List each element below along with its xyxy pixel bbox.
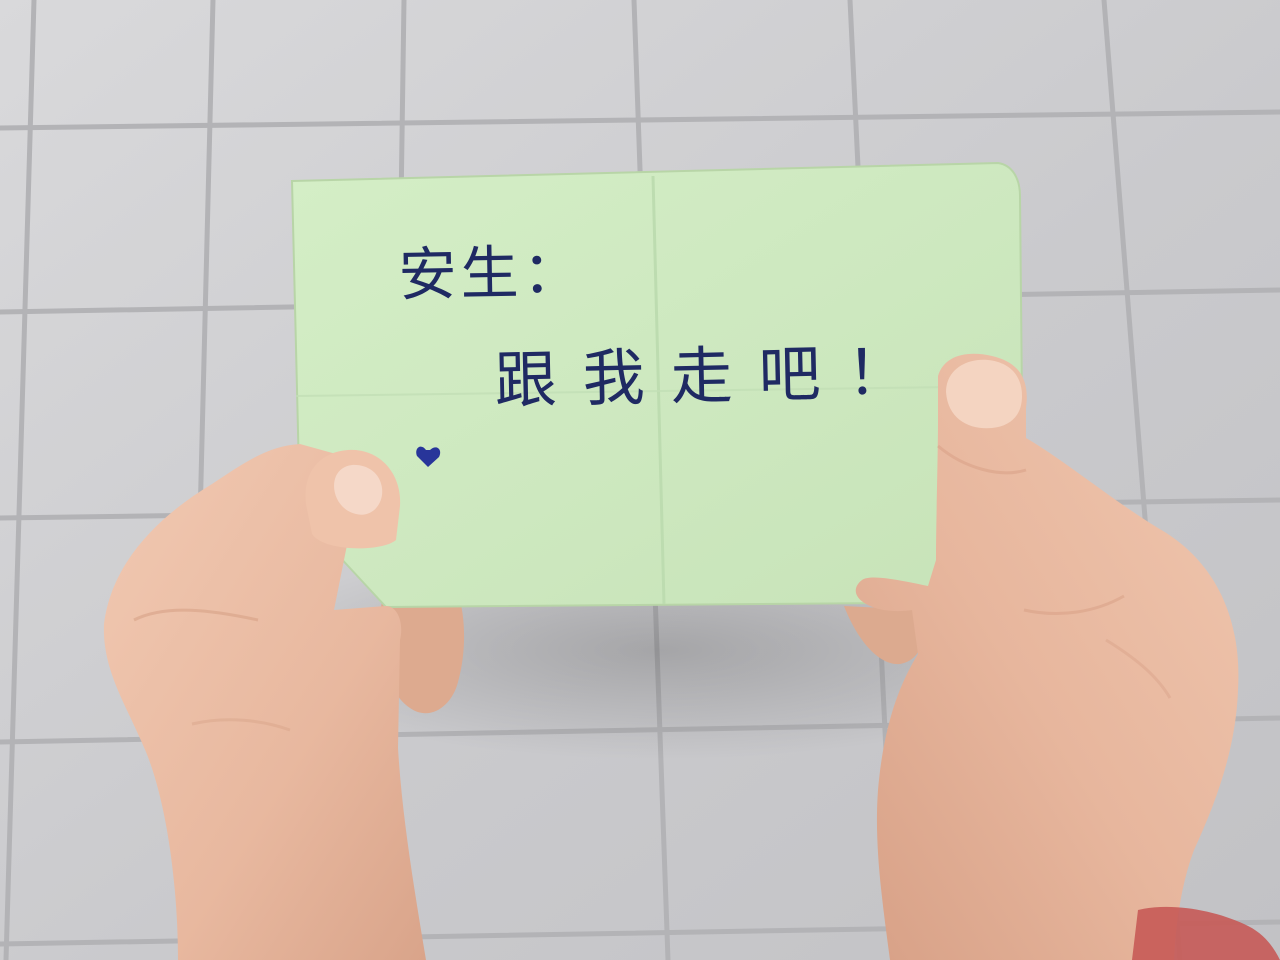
red-object-corner [1132, 906, 1280, 960]
paper-note [290, 161, 1026, 609]
right-hand [855, 353, 1239, 960]
back-fingers [379, 592, 925, 714]
left-hand [103, 444, 427, 960]
heart-icon [416, 446, 441, 467]
note-message: 跟我走吧！ [493, 334, 936, 417]
note-salutation: 安生： [397, 237, 586, 309]
